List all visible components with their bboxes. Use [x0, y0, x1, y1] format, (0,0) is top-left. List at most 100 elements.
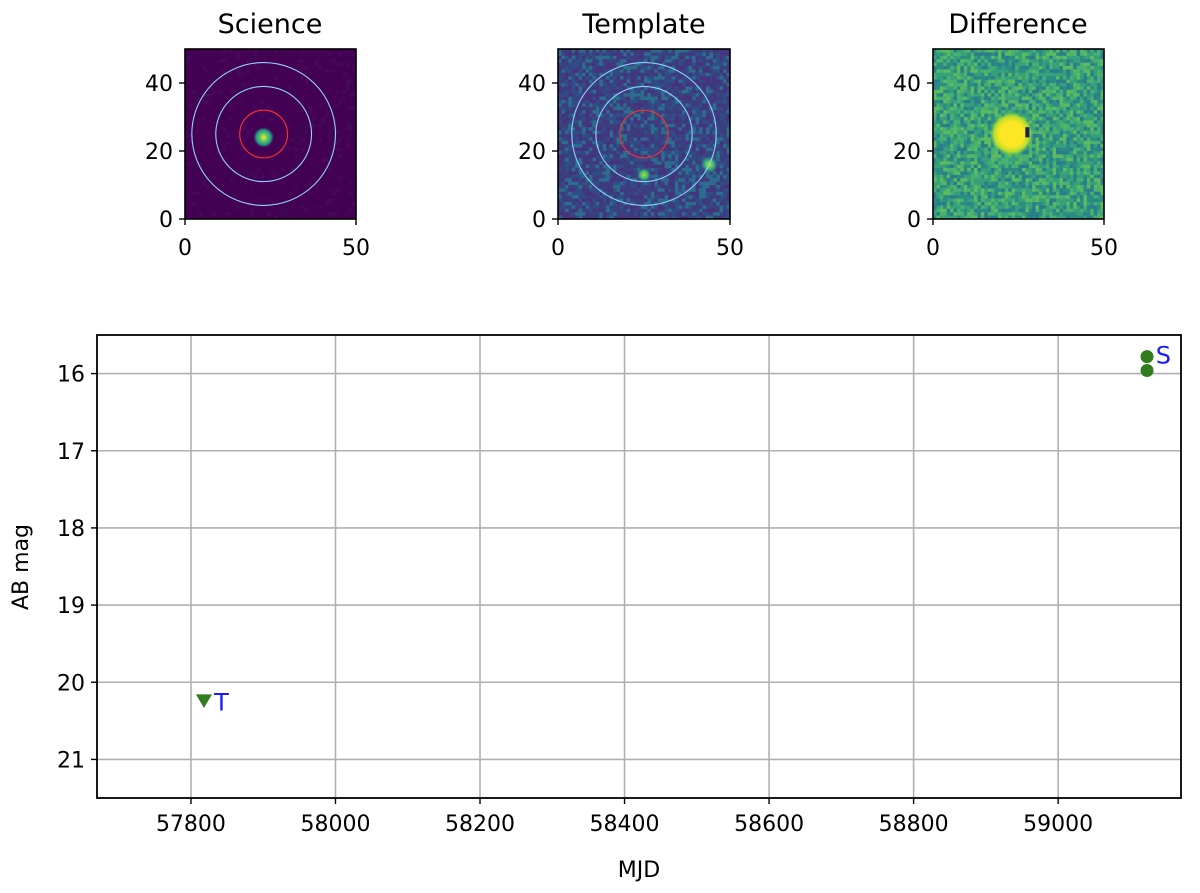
noise-pixel [606, 72, 610, 77]
noise-pixel [668, 147, 672, 152]
noise-pixel [664, 181, 669, 186]
noise-pixel [946, 140, 951, 145]
noise-pixel [946, 113, 951, 118]
noise-pixel [318, 103, 323, 108]
noise-pixel [1035, 123, 1040, 128]
noise-pixel [650, 181, 655, 186]
noise-pixel [619, 168, 624, 172]
noise-pixel [195, 96, 199, 101]
noise-pixel [1008, 171, 1012, 176]
noise-pixel [1011, 168, 1016, 172]
noise-pixel [1083, 181, 1088, 186]
noise-pixel [585, 100, 590, 104]
noise-pixel [963, 62, 968, 67]
noise-pixel [1100, 185, 1105, 189]
noise-pixel [974, 83, 978, 87]
noise-pixel [1052, 117, 1057, 121]
noise-pixel [1004, 76, 1009, 80]
noise-pixel [956, 69, 961, 74]
noise-pixel [1100, 123, 1105, 128]
noise-pixel [1035, 147, 1040, 152]
noise-pixel [1062, 123, 1067, 128]
noise-pixel [1097, 120, 1101, 125]
noise-pixel [606, 89, 610, 94]
noise-pixel [933, 140, 937, 145]
noise-pixel [678, 130, 683, 135]
noise-pixel [215, 93, 220, 97]
noise-pixel [644, 151, 648, 155]
noise-pixel [564, 86, 569, 91]
noise-pixel [984, 147, 989, 152]
noise-pixel [963, 178, 968, 182]
noise-pixel [668, 93, 672, 97]
noise-pixel [1032, 76, 1036, 80]
noise-pixel [664, 147, 669, 152]
noise-pixel [984, 127, 989, 131]
noise-pixel [678, 120, 683, 125]
noise-pixel [332, 164, 336, 169]
noise-pixel [575, 181, 579, 186]
noise-pixel [997, 76, 1002, 80]
noise-pixel [997, 83, 1002, 87]
noise-pixel [650, 195, 655, 199]
aperture-circle [595, 85, 693, 183]
noise-pixel [650, 103, 655, 108]
noise-pixel [943, 188, 947, 193]
noise-pixel [991, 86, 995, 91]
noise-pixel [1083, 130, 1088, 135]
noise-pixel [1086, 154, 1091, 159]
noise-pixel [650, 137, 655, 142]
noise-pixel [558, 127, 562, 131]
noise-pixel [1069, 171, 1074, 176]
noise-pixel [1045, 151, 1050, 155]
noise-pixel [1021, 55, 1026, 60]
noise-pixel [723, 62, 727, 67]
noise-pixel [668, 62, 672, 67]
noise-pixel [599, 72, 604, 77]
noise-pixel [260, 164, 264, 169]
noise-pixel [712, 66, 717, 70]
noise-pixel [657, 49, 662, 53]
noise-pixel [1008, 66, 1012, 70]
noise-pixel [1080, 147, 1084, 152]
noise-pixel [943, 59, 947, 63]
noise-pixel [219, 198, 223, 203]
noise-pixel [1052, 137, 1057, 142]
noise-pixel [1090, 191, 1095, 196]
noise-pixel [1049, 49, 1053, 53]
noise-pixel [585, 83, 590, 87]
noise-pixel [1025, 66, 1030, 70]
noise-pixel [1073, 134, 1077, 138]
noise-pixel [688, 69, 693, 74]
noise-pixel [671, 130, 676, 135]
noise-pixel [709, 110, 714, 114]
noise-pixel [1062, 134, 1067, 138]
noise-pixel [568, 215, 573, 220]
noise-pixel [692, 72, 696, 77]
noise-pixel [692, 113, 696, 118]
noise-pixel [685, 195, 690, 199]
noise-pixel [644, 181, 648, 186]
noise-pixel [558, 178, 562, 182]
noise-pixel [1001, 106, 1006, 111]
noise-pixel [352, 52, 357, 57]
noise-pixel [1066, 69, 1071, 74]
noise-pixel [561, 89, 566, 94]
noise-pixel [1052, 76, 1057, 80]
noise-pixel [342, 134, 347, 138]
noise-pixel [644, 62, 648, 67]
noise-pixel [606, 62, 610, 67]
noise-pixel [723, 168, 727, 172]
noise-pixel [1028, 157, 1033, 162]
noise-pixel [712, 205, 717, 210]
noise-pixel [578, 157, 583, 162]
noise-pixel [963, 123, 968, 128]
noise-pixel [692, 144, 696, 148]
noise-pixel [997, 195, 1002, 199]
noise-pixel [585, 134, 590, 138]
noise-pixel [592, 130, 597, 135]
noise-pixel [726, 89, 731, 94]
noise-pixel [575, 208, 579, 213]
noise-pixel [1015, 93, 1019, 97]
noise-pixel [1028, 96, 1033, 101]
